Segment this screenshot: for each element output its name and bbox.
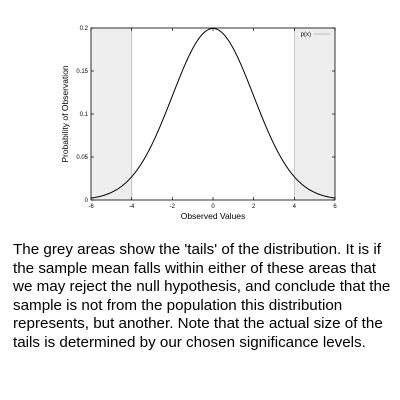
y-tick-label: 0.15 xyxy=(76,69,88,75)
x-tick-label: 4 xyxy=(293,204,297,210)
chart: -6 -4 -2 0 2 4 6 0 0.05 0.1 0.15 0.2 Observed Valu… xyxy=(60,26,337,221)
y-ticks: 0 0.05 0.1 0.15 0.2 xyxy=(76,26,335,204)
x-tick-label: -6 xyxy=(88,204,94,210)
x-tick-label: 2 xyxy=(252,204,256,210)
y-tick-label: 0.05 xyxy=(76,155,88,161)
x-tick-label: -4 xyxy=(129,204,135,210)
tail-region xyxy=(294,28,335,200)
x-ticks: -6 -4 -2 0 2 4 6 xyxy=(88,28,337,210)
y-tick-label: 0 xyxy=(85,198,89,204)
x-tick-label: -2 xyxy=(170,204,176,210)
caption: The grey areas show the 'tails' of the d… xyxy=(13,241,391,351)
legend: p(x) xyxy=(301,32,330,38)
x-tick-label: 0 xyxy=(211,204,215,210)
tail-region xyxy=(91,28,132,200)
y-tick-label: 0.1 xyxy=(80,112,89,118)
y-tick-label: 0.2 xyxy=(80,26,89,32)
shaded-regions xyxy=(91,28,335,200)
x-tick-label: 6 xyxy=(333,204,337,210)
legend-label: p(x) xyxy=(301,32,311,38)
y-axis-label: Probability of Observation xyxy=(60,65,70,163)
x-axis-label: Observed Values xyxy=(181,211,246,221)
tail-boundaries xyxy=(131,28,295,200)
